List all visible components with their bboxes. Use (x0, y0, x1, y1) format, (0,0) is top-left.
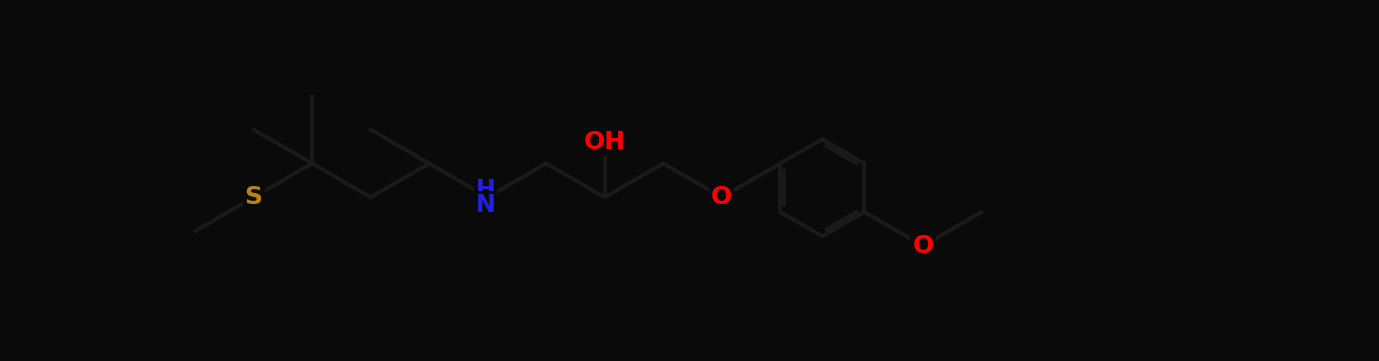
Text: N: N (476, 193, 495, 217)
Text: O: O (913, 234, 934, 258)
Text: O: O (712, 185, 732, 209)
Text: H: H (476, 178, 495, 202)
Text: OH: OH (583, 130, 626, 154)
Text: S: S (244, 185, 262, 209)
